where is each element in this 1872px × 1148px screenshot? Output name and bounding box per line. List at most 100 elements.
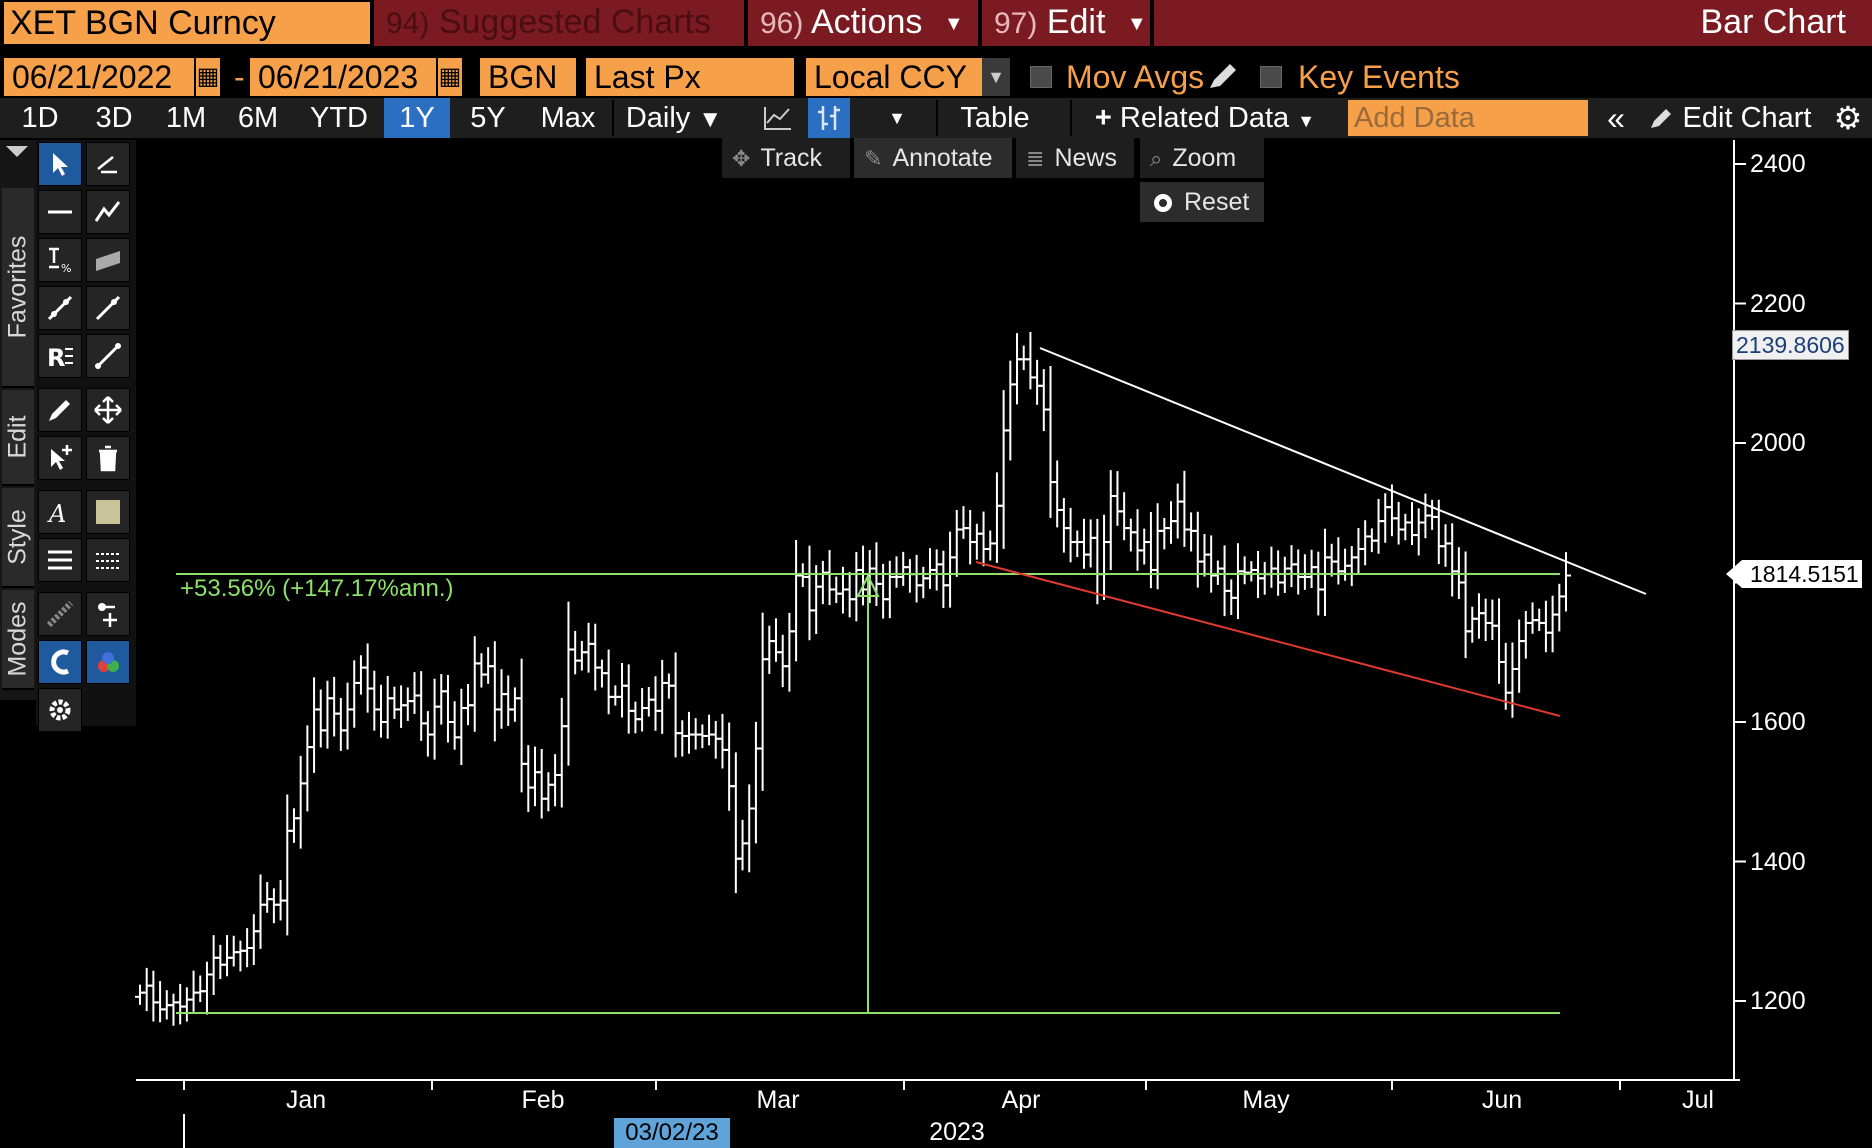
ohlc-bar xyxy=(1507,642,1518,718)
period-1m[interactable]: 1M xyxy=(165,102,207,134)
ray-icon[interactable] xyxy=(86,286,130,330)
eraser-icon[interactable] xyxy=(38,592,82,636)
annotate-label: Annotate xyxy=(892,144,993,172)
move-icon[interactable] xyxy=(86,388,130,432)
key-events-checkbox[interactable] xyxy=(1260,66,1282,88)
mov-avgs-checkbox[interactable] xyxy=(1030,66,1052,88)
pen-tool-icon[interactable] xyxy=(86,142,130,186)
add-data-input[interactable]: Add Data xyxy=(1348,100,1588,136)
period-6m[interactable]: 6M xyxy=(237,102,279,134)
tab-modes[interactable]: Modes xyxy=(2,590,34,690)
period-ytd[interactable]: YTD xyxy=(310,102,368,134)
line-width-icon[interactable] xyxy=(38,538,82,582)
ohlc-bar xyxy=(188,970,199,1012)
news-icon: ≣ xyxy=(1026,146,1045,171)
color-palette-icon[interactable] xyxy=(86,640,130,684)
regression-icon[interactable]: R xyxy=(38,334,82,378)
ohlc-bar xyxy=(228,935,239,967)
pencil-icon[interactable] xyxy=(38,388,82,432)
collapse-icon[interactable]: « xyxy=(1607,100,1625,136)
ohlc-bar xyxy=(536,748,547,819)
ohlc-bar xyxy=(1266,546,1277,588)
horizontal-line-icon[interactable] xyxy=(38,190,82,234)
frequency-dropdown[interactable]: Daily ▼ xyxy=(614,98,734,138)
period-5y[interactable]: 5Y xyxy=(470,102,506,134)
calendar-icon[interactable]: ▦ xyxy=(438,58,462,96)
ohlc-bar xyxy=(1413,508,1424,556)
related-data-button[interactable]: + Related Data ▼ xyxy=(1080,98,1330,138)
period-1d[interactable]: 1D xyxy=(21,102,59,134)
currency-selector[interactable]: Local CCY xyxy=(806,58,982,96)
ohlc-bar xyxy=(556,697,567,808)
table-button[interactable]: Table xyxy=(960,102,1030,134)
actions-menu[interactable]: 96) Actions ▼ xyxy=(748,0,978,46)
edit-label: Edit xyxy=(1046,3,1106,41)
text-style-icon[interactable]: A xyxy=(38,490,82,534)
tab-favorites[interactable]: Favorites xyxy=(2,188,34,388)
trash-icon[interactable] xyxy=(86,436,130,480)
ohlc-bar xyxy=(235,940,246,972)
key-events-label[interactable]: Key Events xyxy=(1298,59,1460,95)
collapse-triangle-icon[interactable] xyxy=(6,146,28,157)
zoom-button[interactable]: ⌕ Zoom xyxy=(1140,138,1264,178)
field-selector[interactable]: Last Px xyxy=(586,58,794,96)
news-label: News xyxy=(1054,144,1117,172)
suggested-charts-menu[interactable]: 94) Suggested Charts xyxy=(374,0,744,46)
ohlc-bar xyxy=(757,612,768,791)
ohlc-bar xyxy=(376,684,387,738)
tab-style[interactable]: Style xyxy=(2,488,34,588)
gear-icon[interactable]: ⚙ xyxy=(1833,100,1863,136)
track-button[interactable]: ✥ Track xyxy=(722,138,850,178)
end-date-field[interactable]: 06/21/2023 xyxy=(250,58,436,96)
toolbar-divider xyxy=(936,100,938,136)
ohlc-bar xyxy=(730,752,741,894)
ohlc-bar xyxy=(1072,530,1083,558)
ohlc-bar xyxy=(1119,492,1130,541)
snap-icon[interactable] xyxy=(86,592,130,636)
edit-chart-button[interactable]: Edit Chart xyxy=(1640,98,1820,138)
ohlc-bar xyxy=(931,549,942,591)
line-style-icon[interactable] xyxy=(86,538,130,582)
news-button[interactable]: ≣ News xyxy=(1016,138,1134,178)
line-segment-icon[interactable] xyxy=(86,334,130,378)
security-field[interactable]: BGN xyxy=(480,58,576,96)
high-price-marker: 2139.8606 xyxy=(1732,330,1849,360)
currency-dropdown-button[interactable]: ▼ xyxy=(982,58,1010,96)
pencil-icon[interactable] xyxy=(1206,62,1240,97)
ohlc-bar xyxy=(268,888,279,924)
fill-color-icon[interactable] xyxy=(86,490,130,534)
period-3d[interactable]: 3D xyxy=(95,102,133,134)
start-date-field[interactable]: 06/21/2022 xyxy=(4,58,194,96)
period-1y[interactable]: 1Y xyxy=(384,98,450,138)
calendar-icon[interactable]: ▦ xyxy=(196,58,220,96)
magnet-icon[interactable] xyxy=(38,640,82,684)
ohlc-bar xyxy=(1219,545,1230,617)
ohlc-bar xyxy=(717,713,728,769)
fibonacci-icon[interactable]: % xyxy=(38,238,82,282)
ohlc-bar xyxy=(382,676,393,739)
chart-type-dropdown[interactable]: ▼ xyxy=(888,108,906,128)
ticker-field[interactable]: XET BGN Curncy xyxy=(4,2,370,44)
select-arrow-icon[interactable] xyxy=(38,142,82,186)
plus-icon: + xyxy=(1094,102,1112,134)
channel-icon[interactable] xyxy=(86,238,130,282)
bar-chart-icon[interactable] xyxy=(808,98,850,138)
gear-icon[interactable] xyxy=(38,688,82,732)
edit-number: 97) xyxy=(994,7,1038,40)
ohlc-bar xyxy=(1319,528,1330,617)
tab-edit[interactable]: Edit xyxy=(2,390,34,486)
ohlc-bar xyxy=(141,967,152,1012)
trendline-icon[interactable] xyxy=(38,286,82,330)
annotate-button[interactable]: ✎ Annotate xyxy=(854,138,1012,178)
chevron-down-icon: ▼ xyxy=(943,13,964,36)
add-select-icon[interactable] xyxy=(38,436,82,480)
reset-button[interactable]: Reset xyxy=(1140,182,1264,222)
ohlc-bar xyxy=(1105,470,1116,571)
line-chart-icon[interactable] xyxy=(756,98,800,138)
edit-menu[interactable]: 97) Edit ▼ xyxy=(982,0,1150,46)
period-max[interactable]: Max xyxy=(540,102,596,134)
ohlc-bar xyxy=(409,672,420,714)
polyline-icon[interactable] xyxy=(86,190,130,234)
mov-avgs-label[interactable]: Mov Avgs xyxy=(1066,59,1205,95)
